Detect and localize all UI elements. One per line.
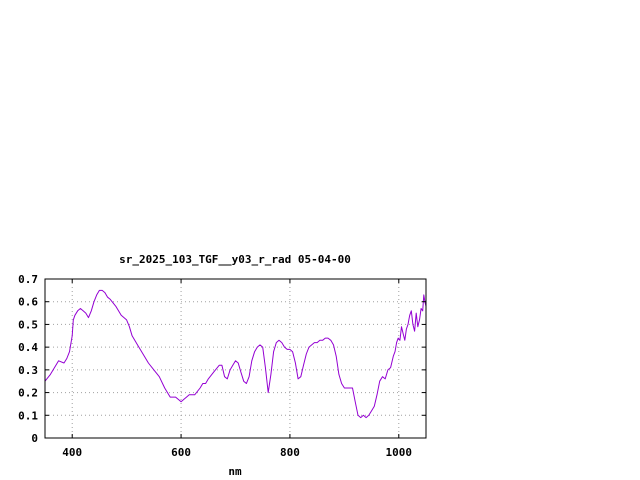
x-axis-label: nm	[228, 465, 242, 478]
y-tick-label: 0	[31, 432, 38, 445]
x-tick-label: 400	[62, 446, 82, 459]
x-tick-labels: 400 600 800 1000	[62, 446, 412, 459]
series-line-0	[44, 289, 427, 419]
y-tick-label: 0.2	[18, 387, 38, 400]
x-tick-label: 600	[171, 446, 191, 459]
grid	[45, 279, 426, 438]
x-tick-label: 1000	[386, 446, 413, 459]
series-layer	[44, 289, 427, 419]
plot-frame	[44, 278, 427, 439]
ticks	[45, 278, 426, 439]
y-tick-label: 0.7	[18, 273, 38, 286]
y-tick-label: 0.4	[18, 341, 38, 354]
chart-title: sr_2025_103_TGF__y03_r_rad 05-04-00	[119, 253, 351, 266]
y-tick-label: 0.3	[18, 364, 38, 377]
x-tick-label: 800	[280, 446, 300, 459]
y-tick-label: 0.6	[18, 296, 38, 309]
y-tick-label: 0.1	[18, 409, 38, 422]
y-tick-labels: 0 0.1 0.2 0.3 0.4 0.5 0.6 0.7	[18, 273, 38, 445]
y-tick-label: 0.5	[18, 318, 38, 331]
